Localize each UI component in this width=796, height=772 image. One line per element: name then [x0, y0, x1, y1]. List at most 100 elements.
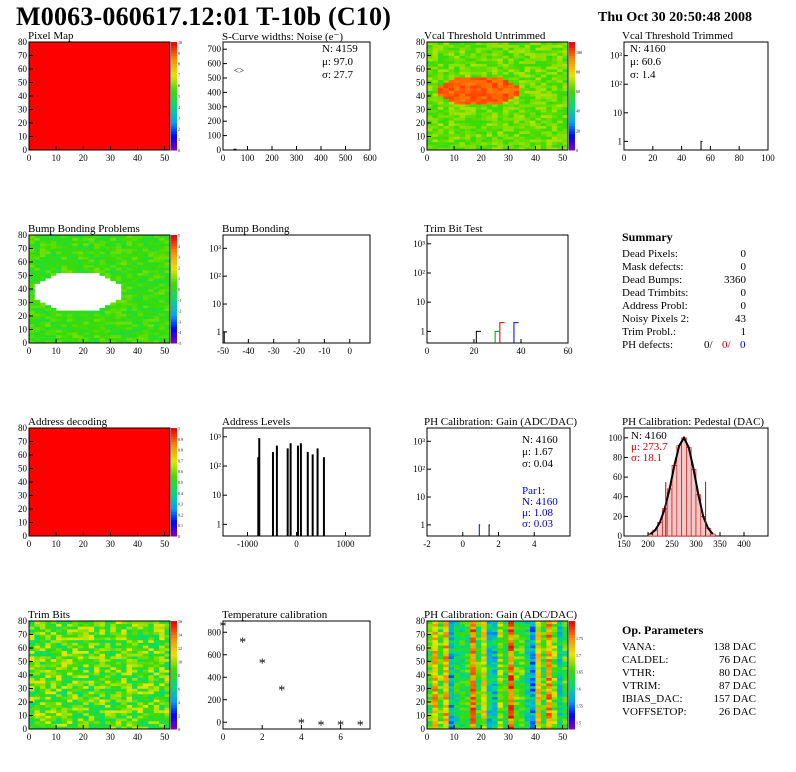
heatmap-cell — [61, 253, 68, 257]
heatmap-cell — [29, 294, 35, 298]
heatmap-cell — [137, 634, 144, 638]
heatmap-cell — [546, 50, 553, 54]
colorbar-tick-label: 4 — [178, 244, 180, 249]
heatmap-cell — [454, 720, 460, 724]
heatmap-cell — [508, 650, 515, 654]
heatmap-cell — [66, 318, 73, 322]
heatmap-cell — [104, 672, 111, 676]
stat-line: μ: 1.67 — [522, 446, 553, 458]
heatmap-cell — [502, 52, 509, 56]
heatmap-cell — [557, 726, 563, 730]
heatmap-cell — [61, 631, 68, 635]
heatmap-cell — [427, 666, 433, 670]
heatmap-cell — [502, 55, 509, 59]
heatmap-cell — [126, 685, 133, 689]
heatmap-cell — [448, 658, 455, 662]
heatmap-cell — [29, 661, 35, 665]
heatmap-cell — [427, 90, 433, 94]
heatmap-cell — [50, 310, 57, 314]
heatmap-cell — [142, 340, 149, 344]
heatmap-cell — [56, 691, 62, 695]
heatmap-cell — [562, 661, 569, 665]
heatmap-cell — [470, 77, 477, 81]
heatmap-cell — [508, 623, 515, 627]
heatmap-cell — [459, 82, 466, 86]
heatmap-cell — [535, 93, 542, 97]
heatmap-cell — [530, 666, 536, 670]
heatmap-cell — [132, 334, 138, 338]
heatmap-cell — [132, 669, 138, 673]
heatmap-cell — [459, 723, 466, 727]
heatmap-cell — [448, 621, 455, 624]
heatmap-cell — [72, 715, 79, 719]
heatmap-cell — [94, 680, 100, 684]
heatmap-cell — [546, 96, 553, 99]
heatmap-cell — [448, 685, 455, 689]
heatmap-cell — [99, 688, 106, 692]
heatmap-cell — [502, 648, 509, 651]
heatmap-cell — [513, 661, 520, 665]
heatmap-cell — [470, 702, 477, 705]
heatmap-cell — [34, 685, 41, 689]
heatmap-cell — [557, 101, 563, 105]
heatmap-cell — [115, 639, 122, 643]
panel-title-temperature: Temperature calibration — [222, 609, 328, 621]
heatmap-cell — [110, 672, 117, 676]
heatmap-cell — [535, 117, 542, 121]
heatmap-cell — [530, 93, 536, 97]
heatmap-cell — [148, 712, 155, 716]
heatmap-cell — [437, 680, 444, 684]
colorbar-cell — [569, 685, 575, 689]
heatmap-cell — [432, 645, 439, 649]
heatmap-cell — [164, 626, 171, 630]
heatmap-cell — [546, 106, 553, 110]
heatmap-cell — [540, 623, 547, 627]
heatmap-cell — [562, 666, 569, 670]
heatmap-cell — [530, 726, 536, 730]
heatmap-cell — [121, 340, 127, 344]
heatmap-cell — [88, 691, 95, 695]
heatmap-cell — [546, 52, 553, 56]
heatmap-cell — [148, 280, 155, 284]
heatmap-cell — [148, 661, 155, 665]
heatmap-cell — [132, 642, 138, 646]
colorbar-tick-label: 0.2 — [178, 512, 183, 517]
heatmap-cell — [121, 289, 127, 292]
heatmap-cell — [164, 289, 171, 292]
heatmap-cell — [454, 74, 460, 78]
heatmap-cell — [142, 305, 149, 309]
heatmap-cell — [513, 141, 520, 145]
heatmap-cell — [45, 726, 51, 730]
heatmap-cell — [148, 340, 155, 344]
heatmap-cell — [502, 629, 509, 633]
heatmap-cell — [88, 720, 95, 724]
heatmap-cell — [475, 672, 482, 676]
summary-label: Dead Trimbits: — [622, 287, 689, 299]
heatmap-cell — [99, 318, 106, 322]
heatmap-cell — [34, 699, 41, 703]
heatmap-cell — [104, 256, 111, 260]
heatmap-cell — [535, 104, 542, 108]
heatmap-cell — [61, 707, 68, 711]
heatmap-cell — [137, 650, 144, 654]
heatmap-cell — [72, 267, 79, 271]
heatmap-cell — [83, 248, 89, 252]
heatmap-cell — [540, 720, 547, 724]
colorbar-cell — [171, 720, 177, 725]
heatmap-cell — [88, 712, 95, 716]
colorbar-tick-label: 1.55 — [576, 703, 583, 708]
heatmap-cell — [77, 683, 84, 687]
colorbar-cell — [171, 42, 177, 46]
colorbar-cell — [171, 465, 177, 469]
heatmap-cell — [459, 629, 466, 633]
heatmap-cell — [94, 634, 100, 638]
heatmap-cell — [459, 699, 466, 703]
heatmap-cell — [508, 60, 515, 64]
heatmap-cell — [83, 262, 89, 265]
heatmap-cell — [61, 675, 68, 678]
heatmap-cell — [546, 691, 553, 695]
colorbar-cell — [171, 278, 177, 282]
heatmap-cell — [137, 677, 144, 681]
heatmap-cell — [164, 631, 171, 635]
heatmap-cell — [513, 626, 520, 630]
